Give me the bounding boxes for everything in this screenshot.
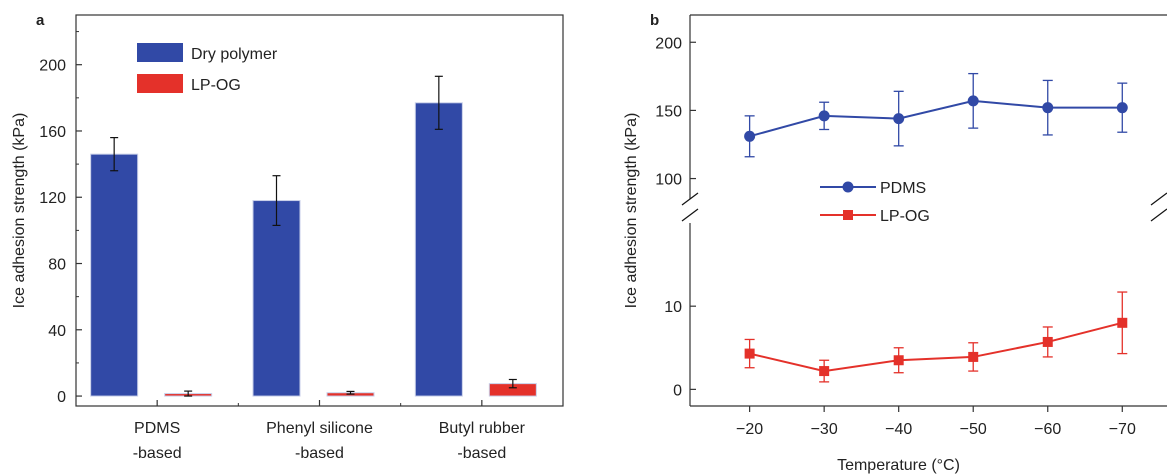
y-tick-label: 120 <box>39 190 66 207</box>
bar-dry-polymer <box>90 153 139 397</box>
panel-a: a 0 40 80 120 160 200 Ice adhesion strength (kP… <box>11 12 564 462</box>
x-tick-label: -based <box>133 445 182 462</box>
x-tick-label: -based <box>457 445 506 462</box>
bar-dry-polymer <box>252 200 301 397</box>
x-tick-label: −20 <box>736 421 763 438</box>
data-point <box>1042 336 1053 347</box>
panel-b: b 100 150 200 0 10 Ice adhesion strength (kPa)… <box>623 12 1167 474</box>
legend-label: LP-OG <box>880 208 930 225</box>
data-point <box>1116 102 1128 114</box>
data-point <box>893 355 904 366</box>
y-tick-label: 0 <box>57 389 66 406</box>
x-tick-label: −70 <box>1109 421 1136 438</box>
y-tick-label: 160 <box>39 124 66 141</box>
y-axis-title: Ice adhesion strength (kPa) <box>11 113 28 309</box>
y-tick-label: 100 <box>655 172 682 189</box>
axis-break-mark <box>1150 192 1167 206</box>
data-point <box>1117 317 1128 328</box>
series-line-lp-og <box>749 321 1123 373</box>
data-point <box>967 95 979 107</box>
y-axis-title: Ice adhesion strength (kPa) <box>623 113 640 309</box>
x-tick-label: −40 <box>885 421 912 438</box>
data-point <box>819 366 830 377</box>
x-tick-label: −30 <box>811 421 838 438</box>
axis-break-mark <box>681 192 699 206</box>
legend-label: PDMS <box>880 180 926 197</box>
axis-break-mark <box>681 208 699 222</box>
plot-frame <box>75 14 564 407</box>
legend-label: Dry polymer <box>191 46 278 63</box>
panel-label: b <box>650 12 659 29</box>
panel-label: a <box>36 12 45 29</box>
x-tick-label: Phenyl silicone <box>266 420 373 437</box>
y-tick-label: 10 <box>664 299 682 316</box>
legend-marker <box>842 181 854 193</box>
x-tick-label: Butyl rubber <box>439 420 526 437</box>
data-point <box>1042 102 1054 114</box>
legend-swatch <box>137 74 183 93</box>
legend-label: LP-OG <box>191 77 241 94</box>
x-axis-title: Temperature (°C) <box>837 457 960 474</box>
x-tick-label: -based <box>295 445 344 462</box>
data-point <box>893 113 905 125</box>
x-tick-label: −60 <box>1034 421 1061 438</box>
data-point <box>818 110 830 122</box>
y-tick-label: 200 <box>39 58 66 75</box>
y-tick-label: 0 <box>673 382 682 399</box>
legend-marker <box>843 210 853 220</box>
y-tick-label: 200 <box>655 35 682 52</box>
data-point <box>744 348 755 359</box>
series-line-pdms <box>749 99 1123 138</box>
data-point <box>968 351 979 362</box>
bar-dry-polymer <box>414 102 463 397</box>
y-tick-label: 150 <box>655 103 682 120</box>
x-tick-label: PDMS <box>134 420 180 437</box>
data-point <box>744 130 756 142</box>
axis-break-mark <box>1150 208 1167 222</box>
legend-swatch <box>137 43 183 62</box>
y-tick-label: 40 <box>48 323 66 340</box>
x-tick-label: −50 <box>960 421 987 438</box>
y-tick-label: 80 <box>48 257 66 274</box>
